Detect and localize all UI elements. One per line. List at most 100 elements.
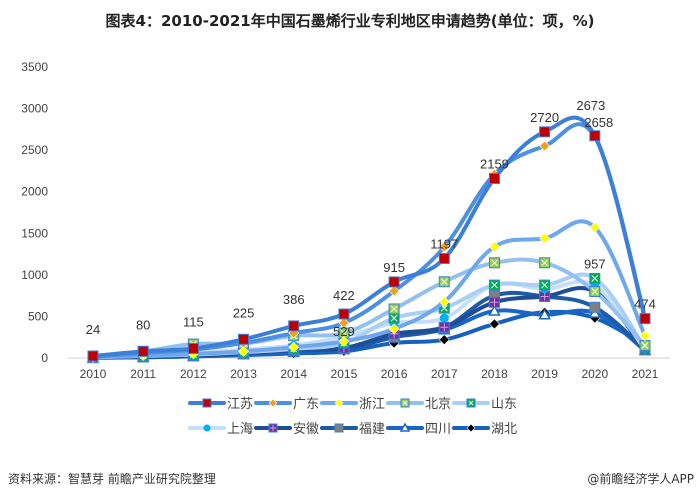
legend-label: 山东	[491, 397, 517, 412]
data-label: 1197	[430, 236, 458, 251]
data-label: 2673	[576, 98, 605, 113]
series-广东	[87, 122, 651, 363]
data-point-marker	[589, 130, 601, 142]
data-point-marker-x	[641, 342, 649, 349]
legend-label: 上海	[227, 422, 253, 437]
data-point-marker-plus	[540, 292, 549, 301]
legend-label: 江苏	[227, 396, 253, 412]
x-tick-label: 2015	[331, 367, 358, 381]
legend-marker-x	[468, 400, 474, 406]
legend-item-湖北: 湖北	[452, 422, 517, 437]
legend-item-北京: 北京	[386, 397, 451, 412]
y-tick-label: 3500	[21, 60, 48, 74]
data-point-marker	[539, 126, 551, 138]
data-point-marker	[338, 317, 350, 329]
y-tick-label: 2500	[21, 143, 48, 157]
data-point-marker	[288, 320, 300, 332]
data-point-marker	[388, 276, 400, 288]
legend-marker	[268, 398, 278, 408]
data-point-marker	[238, 345, 249, 357]
source-note: 资料来源：智慧芽 前瞻产业研究院整理	[8, 472, 216, 486]
data-point-marker-x	[491, 281, 498, 289]
data-label: 2159	[480, 156, 509, 171]
data-label: 24	[86, 322, 100, 337]
x-tick-label: 2018	[481, 367, 508, 381]
data-point-marker	[539, 232, 551, 244]
data-label: 80	[136, 317, 150, 332]
series-line	[91, 219, 647, 360]
data-label: 386	[283, 292, 305, 307]
y-tick-label: 0	[41, 351, 48, 365]
x-tick-label: 2010	[80, 367, 107, 381]
legend-item-上海: 上海	[188, 422, 253, 437]
data-point-marker	[538, 308, 551, 320]
data-point-marker	[87, 350, 99, 362]
data-label: 2720	[530, 110, 559, 125]
x-tick-label: 2021	[632, 367, 659, 381]
data-point-marker	[439, 313, 449, 323]
x-tick-label: 2012	[180, 367, 207, 381]
data-point-marker	[589, 301, 601, 313]
data-point-marker-x	[390, 305, 398, 313]
legend-marker	[334, 423, 344, 433]
x-tick-label: 2019	[531, 367, 558, 381]
legend-marker	[466, 423, 476, 433]
legend-item-四川: 四川	[386, 422, 451, 437]
data-point-marker	[488, 304, 501, 316]
data-point-marker	[238, 333, 250, 345]
legend-item-安徽: 安徽	[254, 422, 319, 437]
data-label: 474	[634, 297, 656, 312]
data-point-marker	[488, 172, 500, 184]
legend-label: 广东	[293, 397, 319, 412]
brand-credit: @前瞻经济学人APP	[587, 472, 694, 486]
legend-marker	[202, 398, 212, 408]
data-point-marker-x	[491, 259, 498, 267]
data-label: 225	[233, 305, 255, 320]
legend-item-江苏: 江苏	[188, 396, 253, 412]
data-label: 529	[333, 324, 355, 339]
x-tick-label: 2011	[130, 367, 156, 381]
data-point-marker-x	[440, 278, 448, 286]
data-point-marker	[489, 241, 500, 253]
data-point-marker-x	[390, 314, 398, 322]
legend-label: 福建	[359, 422, 385, 437]
chart-title: 图表4：2010-2021年中国石墨烯行业专利地区申请趋势(单位：项，%)	[105, 12, 595, 30]
data-label: 115	[183, 314, 204, 329]
x-tick-label: 2017	[431, 367, 458, 381]
y-tick-label: 500	[28, 309, 48, 323]
legend-marker	[334, 398, 344, 408]
data-point-marker	[137, 345, 149, 357]
data-point-marker	[539, 140, 551, 152]
data-point-marker-x	[440, 304, 448, 312]
data-point-marker-plus	[440, 323, 449, 332]
data-point-marker	[589, 222, 601, 233]
legend-item-山东: 山东	[452, 397, 517, 412]
data-point-marker	[438, 241, 450, 253]
y-tick-label: 1000	[21, 268, 48, 282]
legend-marker	[203, 424, 211, 432]
data-point-marker	[438, 296, 450, 308]
data-label: 2658	[584, 115, 613, 130]
data-point-marker	[187, 342, 199, 354]
data-point-marker	[388, 285, 400, 297]
data-point-marker	[338, 335, 350, 347]
series-江苏	[87, 115, 651, 362]
data-point-marker-x	[591, 288, 599, 295]
series-line	[91, 115, 647, 359]
data-point-marker-x	[340, 329, 348, 337]
data-point-marker	[388, 323, 400, 335]
x-tick-label: 2020	[581, 367, 608, 381]
legend-item-广东: 广东	[254, 397, 319, 412]
data-label: 915	[383, 260, 405, 275]
legend-label: 安徽	[293, 422, 319, 437]
legend-item-福建: 福建	[320, 422, 385, 437]
legend-label: 四川	[425, 422, 451, 437]
legend-marker-x	[402, 400, 408, 406]
x-tick-label: 2016	[381, 367, 408, 381]
legend-label: 浙江	[359, 397, 385, 412]
data-point-marker	[338, 308, 350, 320]
data-label: 957	[584, 256, 606, 271]
data-point-marker-x	[541, 259, 548, 267]
y-tick-label: 1500	[21, 226, 48, 240]
